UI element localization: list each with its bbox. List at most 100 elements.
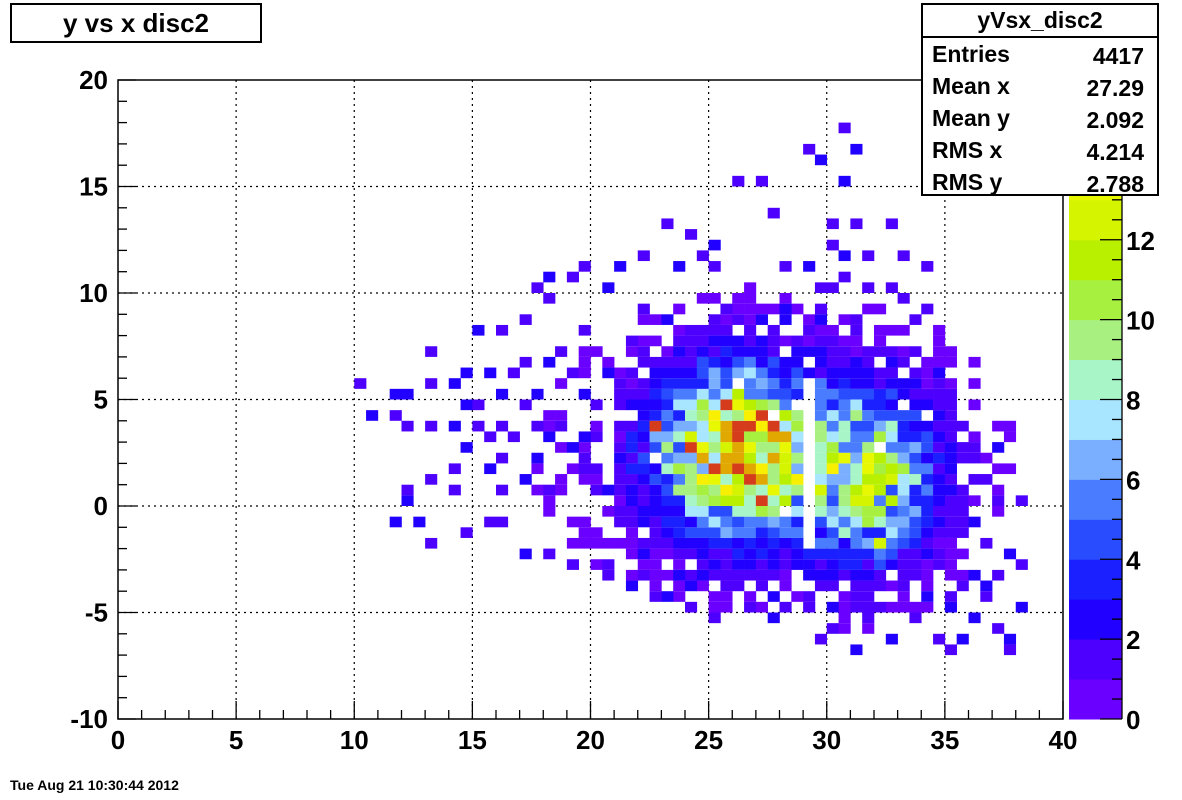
heatmap-cell [968, 452, 981, 464]
heatmap-cell [897, 420, 910, 432]
heatmap-cell [862, 399, 875, 411]
heatmap-cell [401, 484, 414, 496]
heatmap-cell [992, 623, 1005, 634]
heatmap-cell [708, 559, 721, 570]
heatmap-cell [814, 559, 828, 570]
heatmap-cell [933, 346, 946, 357]
heatmap-cell [944, 559, 957, 570]
heatmap-cell [956, 516, 969, 528]
heatmap-cell [744, 559, 757, 570]
heatmap-cell [685, 569, 698, 581]
heatmap-cell [968, 612, 981, 624]
heatmap-cell [909, 452, 922, 464]
heatmap-cell [649, 527, 662, 538]
heatmap-cell [921, 495, 934, 506]
heatmap-cell [732, 516, 745, 528]
heatmap-cell [555, 442, 568, 453]
heatmap-cell [885, 495, 898, 506]
heatmap-cell [933, 378, 946, 389]
heatmap-cell [956, 495, 969, 506]
heatmap-cell [933, 633, 946, 645]
heatmap-cell [826, 324, 839, 336]
heatmap-cell [791, 591, 804, 602]
heatmap-cell [708, 314, 721, 325]
heatmap-cell [590, 484, 603, 496]
heatmap-cell [897, 484, 910, 496]
heatmap-cell [944, 548, 957, 560]
heatmap-cell [909, 516, 922, 528]
heatmap-cell [708, 548, 721, 560]
heatmap-cell [720, 399, 733, 411]
heatmap-cell [708, 324, 721, 336]
heatmap-cell [1003, 644, 1017, 656]
heatmap-cell [944, 537, 957, 549]
heatmap-cell [862, 346, 875, 357]
heatmap-cell [885, 388, 898, 400]
heatmap-cell [354, 378, 367, 389]
heatmap-cell [673, 356, 686, 368]
heatmap-cell [755, 356, 768, 368]
heatmap-cell [720, 335, 733, 347]
heatmap-cell [791, 463, 804, 475]
heatmap-cell [744, 293, 757, 304]
heatmap-cell [944, 516, 957, 528]
heatmap-cell [649, 420, 662, 432]
heatmap-cell [791, 442, 804, 453]
heatmap-cell [850, 463, 863, 475]
heatmap-cell [838, 591, 851, 602]
heatmap-cell [885, 601, 898, 613]
heatmap-cell [909, 537, 922, 549]
heatmap-cell [696, 506, 709, 517]
heatmap-cell [661, 569, 674, 581]
heatmap-cell [590, 399, 603, 411]
heatmap-cell [956, 484, 969, 496]
heatmap-cell [685, 324, 698, 336]
heatmap-cell [578, 367, 591, 379]
heatmap-cell [885, 537, 898, 549]
heatmap-cell [673, 580, 686, 592]
heatmap-cell [685, 463, 698, 475]
heatmap-cell [649, 335, 662, 347]
x-tick-label: 15 [458, 725, 487, 755]
heatmap-cell [885, 442, 898, 453]
heatmap-cell [956, 442, 969, 453]
heatmap-cell [720, 506, 733, 517]
heatmap-cell [791, 410, 804, 421]
heatmap-cell [826, 335, 839, 347]
heatmap-cell [874, 516, 887, 528]
heatmap-cell [496, 420, 509, 432]
y-tick-label: 10 [79, 278, 108, 308]
heatmap-cell [779, 537, 792, 549]
heatmap-cell [850, 388, 863, 400]
heatmap-cell [933, 324, 946, 336]
heatmap-cell [921, 527, 934, 538]
heatmap-cell [685, 420, 698, 432]
heatmap-cell [637, 548, 650, 560]
heatmap-cell [732, 474, 745, 485]
heatmap-cell [543, 293, 556, 304]
heatmap-cell [602, 537, 615, 549]
heatmap-cell [649, 484, 662, 496]
heatmap-cell [992, 484, 1005, 496]
heatmap-cell [850, 356, 863, 368]
heatmap-cell [803, 314, 816, 325]
heatmap-cell [826, 601, 839, 613]
heatmap-cell [708, 420, 721, 432]
heatmap-cell [862, 569, 875, 581]
heatmap-cell [897, 569, 910, 581]
heatmap-cell [732, 356, 745, 368]
heatmap-cell [956, 569, 969, 581]
heatmap-cell [862, 282, 875, 293]
heatmap-cell [980, 452, 993, 464]
heatmap-cell [944, 474, 957, 485]
heatmap-cell [850, 569, 863, 581]
heatmap-cell [909, 474, 922, 485]
heatmap-cell [744, 378, 757, 389]
heatmap-cell [944, 346, 957, 357]
heatmap-cell [862, 612, 875, 624]
heatmap-cell [838, 548, 851, 560]
heatmap-cell [484, 463, 497, 475]
heatmap-cell [779, 399, 792, 411]
heatmap-cell [909, 527, 922, 538]
heatmap-cell [862, 303, 875, 315]
